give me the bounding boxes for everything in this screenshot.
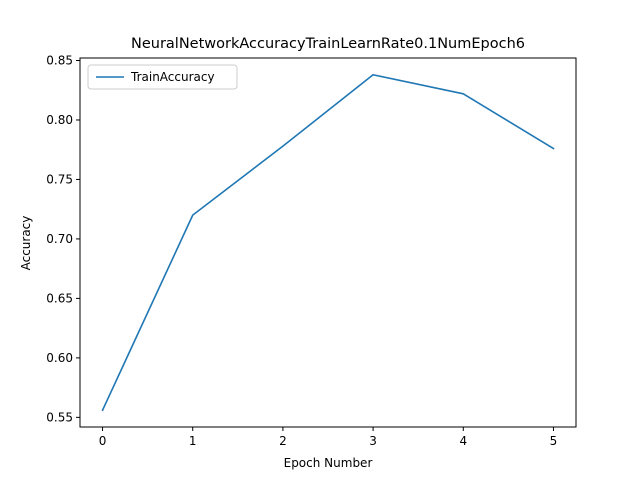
y-tick-label: 0.85 bbox=[46, 53, 73, 67]
y-tick-label: 0.70 bbox=[46, 232, 73, 246]
chart-title: NeuralNetworkAccuracyTrainLearnRate0.1Nu… bbox=[131, 36, 525, 52]
plot-area: 0 1 2 3 4 5 0.55 0.60 0.65 0.70 0.75 0.80 0.85 TrainA… bbox=[46, 53, 577, 448]
y-tick-label: 0.55 bbox=[46, 410, 73, 424]
y-axis-label: Accuracy bbox=[19, 216, 33, 271]
x-axis-label: Epoch Number bbox=[284, 456, 373, 470]
legend-box bbox=[87, 64, 238, 90]
x-tick-label: 1 bbox=[189, 434, 197, 448]
y-tick-label: 0.75 bbox=[46, 172, 73, 186]
x-tick-label: 3 bbox=[369, 434, 377, 448]
y-tick-label: 0.60 bbox=[46, 351, 73, 365]
legend-label: TrainAccuracy bbox=[130, 70, 215, 84]
x-tick-label: 0 bbox=[99, 434, 107, 448]
x-tick-label: 2 bbox=[279, 434, 287, 448]
y-tick-label: 0.80 bbox=[46, 113, 73, 127]
series-line-trainaccuracy bbox=[101, 73, 555, 412]
y-tick-label: 0.65 bbox=[46, 291, 73, 305]
plot-frame bbox=[79, 57, 577, 428]
x-tick-label: 5 bbox=[550, 434, 558, 448]
x-tick-label: 4 bbox=[459, 434, 467, 448]
